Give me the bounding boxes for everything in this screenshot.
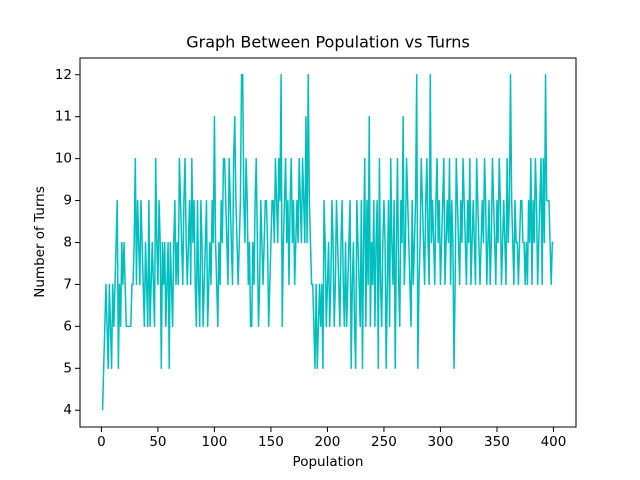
y-tick-label: 4 [63,402,72,418]
plot-frame [79,57,577,428]
y-tick-label: 9 [63,193,72,209]
x-tick-label: 50 [149,434,166,450]
x-tick-label: 250 [371,434,397,450]
y-tick-label: 12 [55,67,72,83]
y-tick-label: 5 [63,360,72,376]
y-tick-label: 7 [63,276,72,292]
y-tick-label: 8 [63,235,72,251]
data-line [101,74,554,411]
x-tick-label: 300 [428,434,454,450]
x-tick-label: 150 [258,434,284,450]
y-tick-label: 11 [55,109,72,125]
x-tick-label: 200 [315,434,341,450]
chart-title: Graph Between Population vs Turns [186,33,470,52]
x-tick-label: 350 [484,434,510,450]
y-tick-label: 6 [63,318,72,334]
x-tick-label: 100 [202,434,228,450]
x-tick-label: 400 [541,434,567,450]
y-axis-label: Number of Turns [32,186,48,297]
x-tick-label: 0 [97,434,106,450]
x-axis-label: Population [293,454,364,470]
y-tick-label: 10 [55,151,72,167]
